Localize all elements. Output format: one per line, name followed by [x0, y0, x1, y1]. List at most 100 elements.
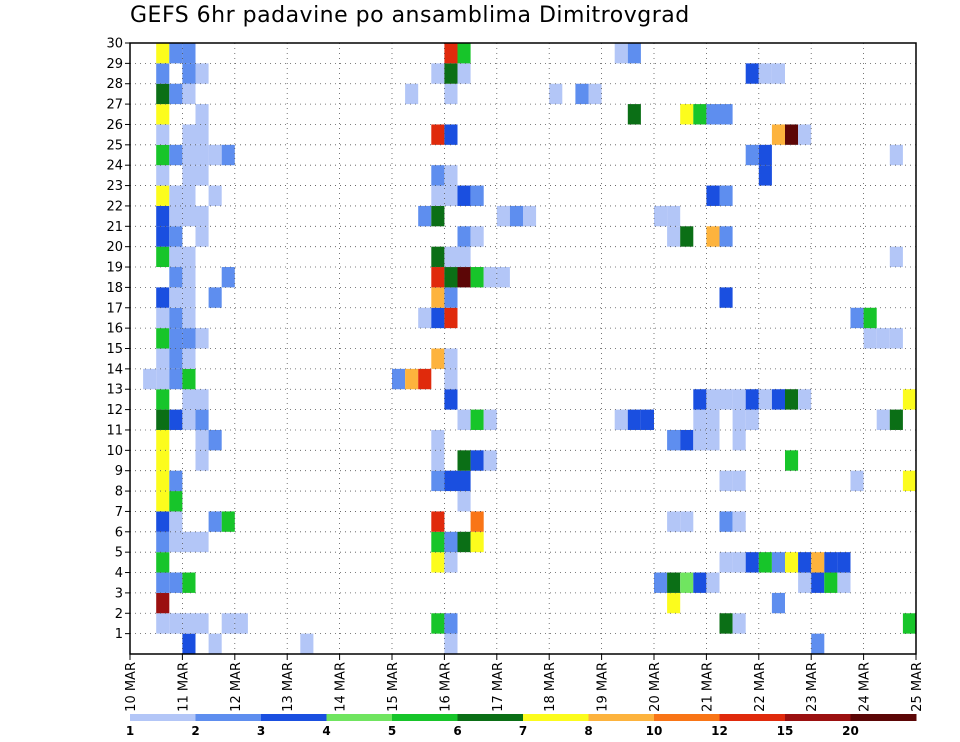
heatmap-cell — [667, 226, 681, 247]
y-tick-label: 6 — [115, 525, 123, 540]
legend-label: 15 — [777, 724, 794, 738]
heatmap-cell — [693, 572, 707, 593]
heatmap-cell — [444, 246, 458, 268]
heatmap-cell — [693, 389, 707, 410]
heatmap-cell — [156, 83, 170, 105]
y-tick-label: 9 — [115, 464, 123, 479]
heatmap-cell — [169, 226, 183, 247]
heatmap-cell — [693, 104, 707, 125]
heatmap-cell — [654, 205, 668, 227]
heatmap-cell — [431, 185, 445, 206]
heatmap-cell — [706, 226, 720, 247]
heatmap-cell — [457, 450, 471, 471]
y-tick-label: 11 — [106, 423, 123, 438]
heatmap-cell — [182, 389, 196, 410]
heatmap-cell — [667, 592, 681, 614]
heatmap-cell — [719, 389, 733, 410]
heatmap-cell — [627, 43, 641, 64]
heatmap-cell — [798, 572, 812, 593]
heatmap-cell — [195, 429, 209, 451]
heatmap-cell — [457, 63, 471, 84]
heatmap-cell — [706, 389, 720, 410]
legend-label: 3 — [257, 724, 265, 738]
heatmap-cell — [444, 83, 458, 105]
heatmap-cell — [444, 124, 458, 145]
heatmap-cell — [614, 409, 628, 430]
heatmap-cell — [798, 552, 812, 573]
heatmap-cell — [771, 389, 785, 410]
heatmap-cell — [470, 226, 484, 247]
heatmap-cell — [156, 429, 170, 451]
heatmap-cell — [182, 409, 196, 430]
heatmap-cell — [156, 226, 170, 247]
heatmap-cell — [667, 572, 681, 593]
heatmap-cell — [169, 307, 183, 329]
legend-swatch — [588, 714, 655, 721]
y-tick-label: 27 — [106, 98, 123, 113]
heatmap-cell — [719, 511, 733, 532]
heatmap-cell — [889, 328, 903, 349]
heatmap-cell — [156, 246, 170, 268]
heatmap-cell — [431, 552, 445, 573]
heatmap-cell — [221, 267, 235, 288]
heatmap-cell — [614, 43, 628, 64]
heatmap-cell — [902, 470, 916, 492]
heatmap-cell — [195, 124, 209, 145]
heatmap-cell — [811, 552, 825, 573]
heatmap-cell — [889, 144, 903, 166]
heatmap-cell — [863, 307, 877, 329]
heatmap-cell — [680, 572, 694, 593]
heatmap-cell — [444, 165, 458, 186]
heatmap-cell — [470, 185, 484, 206]
legend-swatch — [457, 714, 524, 721]
heatmap-cell — [444, 368, 458, 390]
x-tick-label: 21 MAR — [700, 662, 715, 712]
x-tick-label: 25 MAR — [910, 662, 925, 712]
heatmap-cell — [457, 409, 471, 430]
heatmap-cell — [156, 124, 170, 145]
heatmap-cell — [208, 511, 222, 532]
heatmap-cell — [444, 389, 458, 410]
heatmap-cell — [182, 43, 196, 64]
heatmap-cell — [444, 633, 458, 654]
y-tick-label: 13 — [106, 383, 123, 398]
heatmap-cell — [169, 470, 183, 492]
legend-label: 5 — [388, 724, 396, 738]
heatmap-cell — [195, 144, 209, 166]
heatmap-cell — [444, 307, 458, 329]
heatmap-cell — [444, 552, 458, 573]
heatmap-cell — [575, 83, 589, 105]
heatmap-cell — [457, 491, 471, 512]
heatmap-cell — [745, 144, 759, 166]
legend-label: 7 — [519, 724, 527, 738]
heatmap-cell — [156, 368, 170, 390]
heatmap-cell — [169, 205, 183, 227]
legend-swatch — [719, 714, 786, 721]
heatmap-cell — [824, 572, 838, 593]
heatmap-cell — [431, 246, 445, 268]
heatmap-cell — [719, 226, 733, 247]
heatmap-cell — [509, 205, 523, 227]
heatmap-cell — [457, 267, 471, 288]
heatmap-cell — [706, 185, 720, 206]
heatmap-cell — [457, 470, 471, 492]
heatmap-cell — [156, 531, 170, 553]
heatmap-cell — [444, 185, 458, 206]
heatmap-cell — [470, 531, 484, 553]
heatmap-cell — [156, 552, 170, 573]
heatmap-cell — [156, 104, 170, 125]
heatmap-cell — [208, 144, 222, 166]
chart-title: GEFS 6hr padavine po ansamblima Dimitrov… — [130, 3, 690, 28]
heatmap-cell — [745, 552, 759, 573]
heatmap-cell — [156, 348, 170, 369]
heatmap-cell — [169, 287, 183, 308]
y-tick-label: 17 — [106, 301, 123, 316]
heatmap-cell — [758, 144, 772, 166]
heatmap-cell — [431, 613, 445, 634]
cells-layer — [143, 43, 916, 654]
heatmap-cell — [195, 104, 209, 125]
heatmap-cell — [182, 307, 196, 329]
heatmap-cell — [182, 144, 196, 166]
heatmap-cell — [902, 389, 916, 410]
